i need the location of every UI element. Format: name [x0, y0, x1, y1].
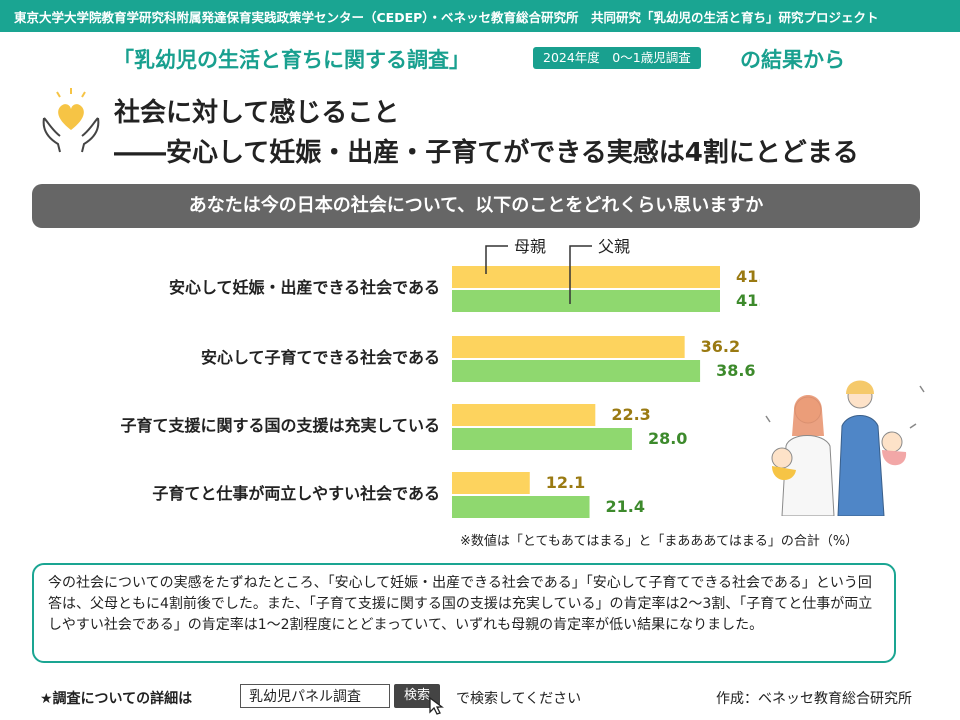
survey-suffix: の結果から: [740, 48, 845, 72]
search-guide-suffix: で検索してください: [456, 691, 582, 707]
bar-mother: [452, 404, 596, 426]
cursor-icon: [429, 696, 444, 715]
category-label: 安心して子育てできる社会である: [201, 348, 440, 367]
survey-line: 「乳幼児の生活と育ちに関する調査」 2024年度 0～1歳児調査 の結果から: [0, 42, 960, 76]
bar-father: [452, 496, 590, 518]
bar-mother: [452, 472, 530, 494]
bar-chart: 安心して妊娠・出産できる社会である 41.7 41.7 安心して子育てできる社会である…: [120, 237, 760, 518]
search-input[interactable]: 乳幼児パネル調査: [240, 684, 390, 708]
legend-mother: 母親: [514, 237, 546, 256]
legend-father: 父親: [598, 237, 630, 256]
value-label: 41.7: [736, 291, 760, 310]
category-label: 安心して妊娠・出産できる社会である: [169, 278, 440, 297]
category-label: 子育てと仕事が両立しやすい社会である: [152, 484, 440, 503]
category-label: 子育て支援に関する国の支援は充実している: [120, 416, 440, 435]
top-banner: 東京大学大学院教育学研究科附属発達保育実践政策学センター（CEDEP）・ベネッセ…: [0, 0, 960, 32]
page-title-line2: ――安心して妊娠・出産・子育てができる実感は4割にとどまる: [114, 138, 859, 168]
bar-father: [452, 290, 720, 312]
value-label: 28.0: [648, 429, 687, 448]
summary-box: 今の社会についての実感をたずねたところ、「安心して妊娠・出産できる社会である」「…: [32, 563, 896, 663]
search-guide-prefix: ★調査についての詳細は: [40, 691, 193, 707]
legend-line-father: [569, 245, 592, 304]
heart-hands-icon: [42, 88, 100, 153]
project-credit-line: 東京大学大学院教育学研究科附属発達保育実践政策学センター（CEDEP）・ベネッセ…: [14, 10, 879, 25]
bar-mother: [452, 336, 685, 358]
value-label: 22.3: [611, 405, 650, 424]
legend-line-mother: [485, 245, 508, 274]
bar-father: [452, 360, 701, 382]
value-label: 41.7: [736, 267, 760, 286]
search-button[interactable]: 検索: [394, 684, 440, 708]
family-illustration: [765, 380, 925, 516]
value-label: 21.4: [606, 497, 645, 516]
search-guide: ★調査についての詳細は 乳幼児パネル調査 検索 で検索してください: [40, 684, 920, 715]
chart-footnote: ※数値は「とてもあてはまる」と「まあああてはまる」の合計（%）: [460, 534, 859, 549]
value-label: 12.1: [546, 473, 585, 492]
survey-year-badge: 2024年度 0～1歳児調査: [533, 47, 701, 69]
survey-name: 「乳幼児の生活と育ちに関する調査」: [113, 48, 470, 72]
value-label: 36.2: [701, 337, 740, 356]
value-label: 38.6: [716, 361, 755, 380]
summary-text: 今の社会についての実感をたずねたところ、「安心して妊娠・出産できる社会である」「…: [48, 575, 873, 633]
bar-mother: [452, 266, 720, 288]
bar-father: [452, 428, 632, 450]
page-title-line1: 社会に対して感じること: [114, 98, 400, 128]
question-banner: あなたは今の日本の社会について、以下のことをどれくらい思いますか: [32, 184, 920, 228]
credit-text: 作成：ベネッセ教育総合研究所: [716, 691, 912, 707]
